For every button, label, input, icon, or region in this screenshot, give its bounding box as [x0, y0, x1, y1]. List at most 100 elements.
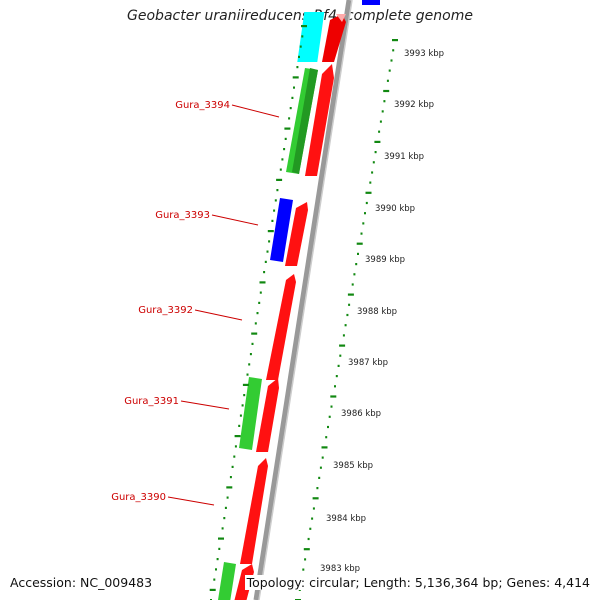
genome-backbone	[253, 0, 352, 600]
inner-ruler-tick	[216, 558, 219, 561]
outer-ruler-tick	[307, 537, 310, 541]
outer-ruler-tick	[342, 334, 345, 337]
gene-label[interactable]: Gura_3393	[155, 210, 210, 221]
outer-ruler-tick	[356, 242, 363, 245]
cds-top-pink	[336, 14, 346, 22]
scale-label: 3984 kbp	[326, 514, 366, 524]
inner-ruler-tick	[284, 127, 291, 130]
outer-ruler-tick	[312, 497, 319, 500]
scale-labels: 3993 kbp 3992 kbp 3991 kbp 3990 kbp 3989 kbp…	[320, 49, 444, 574]
outer-ruler-tick	[390, 59, 393, 62]
inner-ruler-tick	[251, 332, 258, 335]
genome-summary-text: Topology: circular; Length: 5,136,364 bp…	[244, 575, 592, 590]
outer-ruler-tick	[303, 548, 310, 551]
scale-label: 3987 kbp	[348, 358, 388, 368]
outer-ruler-tick	[346, 313, 349, 317]
inner-ruler-tick	[215, 568, 217, 571]
green-feature-3391	[239, 377, 262, 450]
outer-ruler-tick	[328, 415, 331, 418]
outer-ruler-tick	[344, 324, 347, 327]
outer-ruler-tick	[369, 181, 372, 184]
cyan-feature	[297, 12, 325, 62]
outer-ruler-tick	[362, 222, 365, 225]
inner-ruler-tick	[242, 383, 249, 386]
outer-ruler-tick	[330, 405, 333, 408]
gene-leader-line	[211, 214, 259, 226]
gene-leader-line	[180, 400, 230, 410]
inner-ruler-tick	[299, 45, 302, 48]
gene-label[interactable]: Gura_3392	[138, 305, 193, 316]
gene-leader-line	[194, 309, 243, 321]
inner-ruler-tick	[251, 342, 254, 345]
inner-ruler-tick	[274, 199, 277, 202]
scale-label: 3986 kbp	[341, 409, 381, 419]
inner-ruler-tick	[218, 537, 224, 540]
outer-ruler-tick	[374, 151, 377, 154]
inner-ruler-tick	[292, 76, 299, 79]
inner-ruler-tick	[229, 476, 232, 479]
inner-ruler-tick	[259, 281, 266, 284]
inner-ruler-tick	[276, 178, 283, 181]
inner-ruler-tick	[234, 445, 237, 448]
gene-label[interactable]: Gura_3391	[124, 396, 179, 407]
inner-ruler-tick	[239, 414, 242, 417]
cds-top	[322, 14, 346, 62]
outer-ruler-tick	[335, 375, 338, 378]
inner-ruler-tick	[231, 465, 234, 468]
inner-ruler-tick	[281, 158, 284, 161]
outer-ruler-tick	[392, 39, 398, 42]
outer-ruler-tick	[339, 344, 346, 347]
inner-ruler-tick	[279, 168, 282, 171]
outer-ruler-tick	[312, 507, 315, 510]
outer-ruler-tick	[360, 232, 363, 235]
inner-ruler-tick	[246, 373, 249, 376]
gene-label[interactable]: Gura_3390	[111, 492, 166, 503]
inner-ruler-tick	[259, 291, 262, 294]
cds-gura-3394	[305, 64, 334, 176]
outer-ruler-tick	[357, 252, 359, 255]
outer-ruler-tick	[365, 201, 368, 205]
inner-ruler-tick	[248, 363, 251, 366]
inner-ruler-tick	[293, 86, 295, 89]
inner-ruler-tick	[276, 189, 279, 192]
outer-ruler-tick	[364, 212, 366, 215]
outer-ruler-tick	[372, 161, 375, 164]
outer-ruler-tick	[316, 487, 319, 490]
inner-ruler-tick	[267, 230, 274, 233]
outer-ruler-tick	[330, 395, 337, 398]
inner-ruler-tick	[234, 435, 241, 438]
outer-ruler-tick	[378, 130, 381, 133]
outer-ruler-tick	[379, 120, 382, 123]
outer-ruler-tick	[334, 385, 336, 388]
green-feature-3394-shade	[292, 68, 318, 174]
outer-ruler-tick	[337, 364, 340, 367]
inner-ruler-tick	[288, 117, 291, 120]
inner-ruler-tick	[263, 271, 266, 274]
inner-ruler-tick	[226, 486, 233, 489]
gene-leader-line	[167, 496, 215, 506]
inner-ruler-tick	[256, 312, 259, 315]
inner-ruler-tick	[298, 55, 300, 58]
outer-ruler-tick	[325, 436, 328, 439]
outer-ruler-tick	[365, 191, 372, 194]
outer-ruler-tick	[302, 568, 305, 571]
inner-ruler-tick	[218, 547, 221, 550]
scale-label: 3985 kbp	[333, 461, 373, 471]
inner-ruler-tick	[296, 66, 299, 69]
inner-ruler-tick	[283, 148, 286, 151]
scale-label: 3988 kbp	[357, 307, 397, 317]
inner-ruler-tick	[266, 250, 269, 253]
outer-ruler-tick	[383, 89, 390, 93]
outer-ruler-tick	[318, 476, 321, 479]
gene-leader-line	[231, 104, 280, 118]
outer-ruler-tick	[392, 49, 395, 52]
inner-ruler-tick	[224, 506, 227, 509]
inner-ruler-tick	[249, 353, 252, 356]
inner-ruler-tick	[258, 301, 261, 304]
gene-label[interactable]: Gura_3394	[175, 100, 230, 111]
outer-ruler-tick	[371, 171, 374, 174]
scale-label: 3992 kbp	[394, 100, 434, 110]
inner-ruler-tick	[238, 424, 241, 427]
outer-ruler-tick	[339, 354, 342, 357]
